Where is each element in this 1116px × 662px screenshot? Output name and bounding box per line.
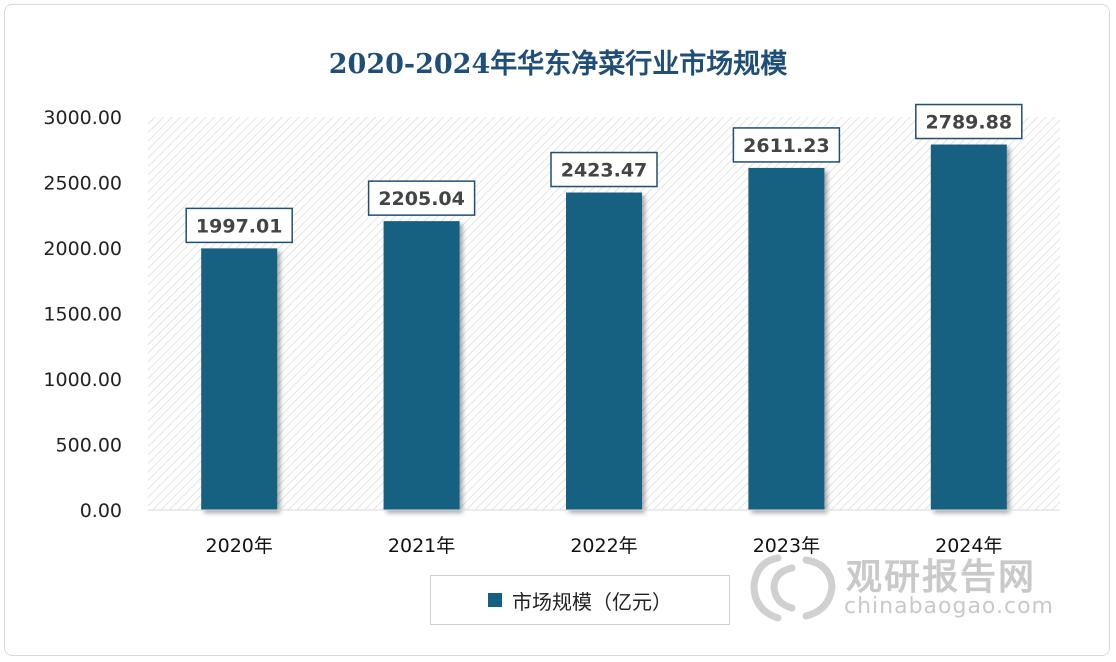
- legend: 市场规模（亿元）: [430, 575, 730, 625]
- y-tick-label: 0.00: [80, 500, 122, 522]
- y-tick-label: 1000.00: [43, 369, 122, 391]
- data-label: 2205.04: [378, 188, 465, 210]
- y-tick-label: 2500.00: [43, 173, 122, 195]
- watermark-url: chinabaogao.com: [844, 594, 1054, 619]
- y-tick-label: 2000.00: [43, 238, 122, 260]
- data-label-box: [915, 103, 1023, 140]
- x-tick-label: 2024年: [935, 535, 1002, 557]
- data-label-box: [367, 180, 476, 216]
- bar: [566, 192, 642, 510]
- data-label-box: [185, 207, 293, 244]
- x-tick-label: 2020年: [206, 535, 273, 557]
- bar-series: 1997.01 2205.04 2423.47 2611.23 2789.88: [185, 103, 1023, 510]
- watermark-logo-icon: [750, 554, 836, 622]
- watermark: 观研报告网 chinabaogao.com: [748, 548, 1068, 628]
- y-tick-label: 500.00: [56, 435, 122, 457]
- x-tick-label: 2022年: [570, 535, 637, 557]
- bar: [383, 221, 460, 510]
- data-label-box: [550, 151, 658, 188]
- data-label: 2611.23: [743, 135, 830, 157]
- bar: [748, 167, 825, 510]
- data-label: 2423.47: [561, 160, 648, 182]
- bar: [930, 144, 1007, 510]
- bar: [201, 248, 278, 510]
- data-label-box: [732, 127, 841, 163]
- y-tick-label: 1500.00: [43, 304, 122, 326]
- y-tick-label: 3000.00: [43, 107, 122, 129]
- x-tick-label: 2021年: [388, 535, 455, 557]
- watermark-title: 观研报告网: [846, 557, 1037, 598]
- x-tick-label: 2023年: [753, 535, 820, 557]
- data-label: 2789.88: [926, 112, 1013, 134]
- data-label: 1997.01: [196, 215, 283, 237]
- legend-swatch: [488, 593, 502, 607]
- legend-label: 市场规模（亿元）: [512, 589, 672, 614]
- chart-title: 2020-2024年华东净菜行业市场规模: [328, 49, 788, 80]
- x-axis: 2020年 2021年 2022年 2023年 2024年: [148, 509, 1060, 557]
- y-axis: 0.00 500.00 1000.00 1500.00 2000.00 2500.00 30…: [43, 107, 122, 522]
